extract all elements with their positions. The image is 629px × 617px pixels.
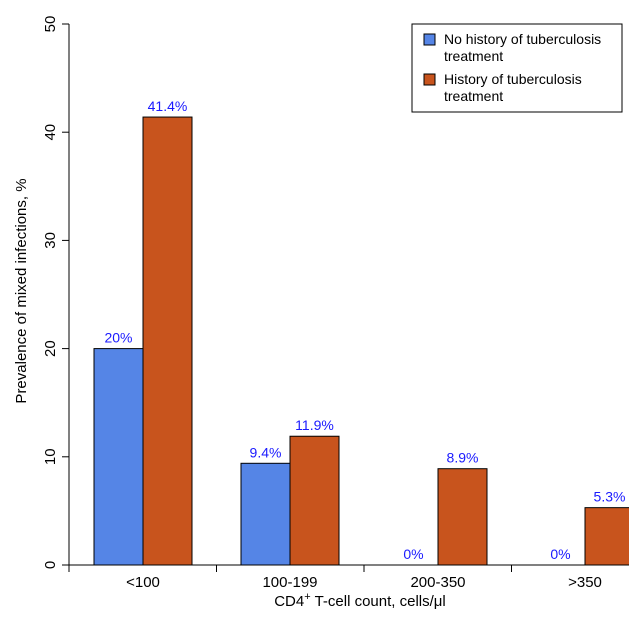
bar xyxy=(289,435,340,566)
y-tick-label: 50 xyxy=(42,16,59,33)
data-label: 5.3% xyxy=(594,489,626,505)
legend-label-line: No history of tuberculosis xyxy=(444,31,601,47)
x-axis-title-prefix: CD4 xyxy=(274,593,304,610)
legend-swatch xyxy=(423,33,436,46)
y-tick-label: 30 xyxy=(42,232,59,249)
x-axis-title-superscript: + xyxy=(304,591,310,603)
bar xyxy=(437,468,488,566)
y-tick-label: 10 xyxy=(42,448,59,465)
x-axis-title-suffix: T-cell count, cells/μl xyxy=(311,593,446,610)
y-tick-label: 0 xyxy=(42,561,59,569)
bar xyxy=(240,462,291,566)
x-tick-label: 200-350 xyxy=(410,574,465,591)
bar xyxy=(584,507,629,566)
legend-label-line: treatment xyxy=(444,88,503,104)
data-label: 41.4% xyxy=(148,98,188,114)
data-label: 8.9% xyxy=(447,450,479,466)
x-tick-label: 100-199 xyxy=(262,574,317,591)
y-tick-label: 20 xyxy=(42,340,59,357)
bar xyxy=(93,348,144,566)
bars xyxy=(93,116,629,566)
y-tick-label: 40 xyxy=(42,124,59,141)
legend-label: No history of tuberculosis treatment xyxy=(444,31,601,64)
legend-label-line: History of tuberculosis xyxy=(444,71,582,87)
legend-box xyxy=(411,23,623,113)
legend-label-line: treatment xyxy=(444,48,503,64)
x-tick-label: >350 xyxy=(568,574,602,591)
data-label: 0% xyxy=(403,546,423,562)
y-axis: 0 10 20 30 40 50 xyxy=(42,16,70,569)
data-label: 20% xyxy=(104,330,132,346)
data-label: 0% xyxy=(550,546,570,562)
y-axis-title: Prevalence of mixed infections, % xyxy=(13,178,30,403)
data-label: 11.9% xyxy=(295,417,334,433)
legend-swatch xyxy=(423,73,436,86)
x-axis: <100 100-199 200-350 >350 xyxy=(68,564,629,591)
x-tick-label: <100 xyxy=(126,574,160,591)
bar xyxy=(142,116,193,566)
x-axis-title: CD4+ T-cell count, cells/μl xyxy=(274,591,446,610)
data-label: 9.4% xyxy=(250,444,282,460)
legend: No history of tuberculosis treatmentHisto… xyxy=(411,23,623,113)
data-labels: 20% 9.4% 0% 0% 41.4% 11.9% 8.9% 5.3% xyxy=(104,98,625,562)
legend-label: History of tuberculosis treatment xyxy=(444,71,582,104)
